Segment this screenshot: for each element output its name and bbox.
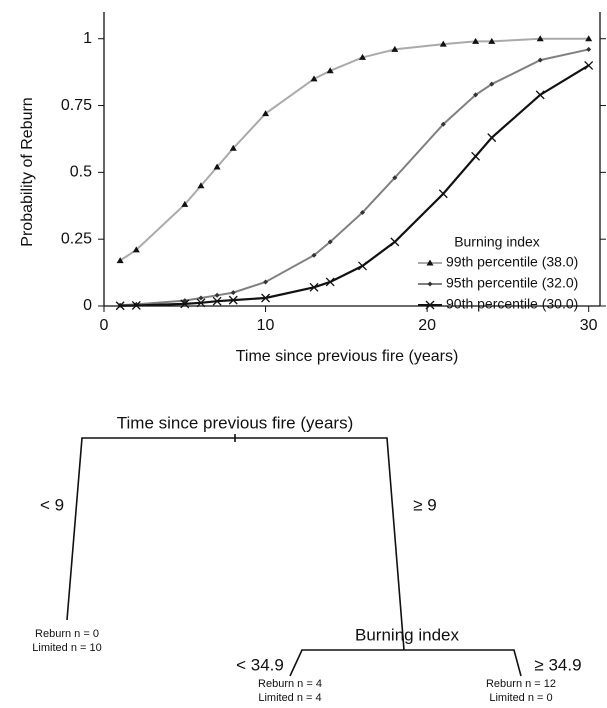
x-tick-label: 10: [257, 317, 275, 334]
x-tick-label: 30: [580, 317, 598, 334]
point: [132, 246, 140, 253]
point: [488, 37, 496, 44]
point: [310, 75, 318, 82]
tree-split-label: ≥ 34.9: [534, 655, 581, 674]
legend-label: 90th percentile (30.0): [446, 296, 578, 312]
point: [487, 133, 497, 143]
point: [212, 296, 222, 306]
point: [261, 293, 271, 303]
point: [228, 295, 238, 305]
leaf-text: Limited n = 4: [258, 692, 321, 704]
point: [229, 144, 237, 151]
tree: Time since previous fire (years) < 9 ≥ 9…: [32, 413, 581, 703]
point: [198, 295, 204, 301]
point: [584, 60, 594, 70]
y-axis-label: Probability of Reburn: [19, 97, 36, 246]
y-tick-label: 0.5: [70, 164, 92, 181]
point: [392, 175, 398, 181]
point: [439, 40, 447, 47]
point: [586, 46, 592, 52]
y-tick-label: 1: [83, 30, 92, 47]
point: [131, 301, 141, 310]
series-line: [119, 37, 589, 262]
leaf-text: Limited n = 0: [489, 692, 552, 704]
leaf-text: Reburn n = 12: [486, 678, 556, 690]
point: [489, 81, 495, 87]
point: [391, 45, 399, 52]
x-tick-label: 20: [418, 317, 436, 334]
tree-node-branches: [289, 649, 522, 677]
point: [325, 277, 335, 287]
series-line: [120, 64, 590, 307]
tree-split-label: < 9: [40, 495, 64, 514]
leaf-text: Reburn n = 4: [258, 678, 322, 690]
point: [197, 182, 205, 189]
point: [536, 35, 544, 42]
leaf-text: Limited n = 10: [32, 642, 101, 654]
x-axis-label: Time since previous fire (years): [236, 348, 459, 365]
tree-split-label: < 34.9: [236, 655, 284, 674]
point: [390, 237, 400, 247]
point: [326, 67, 334, 74]
point: [585, 35, 593, 42]
point: [263, 279, 269, 285]
tree-node-label: Burning index: [355, 625, 459, 644]
legend-marker: [427, 281, 433, 287]
leaf-text: Reburn n = 0: [35, 628, 99, 640]
point: [214, 292, 220, 298]
tree-root-label: Time since previous fire (years): [117, 413, 354, 432]
point: [230, 290, 236, 296]
point: [438, 189, 448, 199]
point: [473, 92, 479, 98]
point: [180, 299, 190, 309]
legend-title: Burning index: [454, 234, 540, 250]
point: [358, 261, 367, 271]
y-tick-label: 0.75: [61, 97, 92, 114]
point: [360, 209, 366, 215]
y-tick-label: 0: [83, 297, 92, 314]
x-tick-label: 0: [100, 317, 109, 334]
point: [440, 121, 446, 127]
point: [537, 57, 543, 63]
series-line: [120, 48, 589, 307]
legend-marker: [425, 300, 435, 310]
point: [327, 239, 333, 245]
point: [535, 90, 545, 100]
point: [472, 37, 480, 44]
point: [471, 151, 481, 161]
point: [262, 110, 270, 117]
point: [309, 282, 319, 292]
point: [213, 163, 221, 170]
point: [116, 257, 124, 264]
point: [311, 252, 317, 258]
point: [196, 298, 206, 308]
legend-marker: [426, 259, 434, 266]
legend-label: 95th percentile (32.0): [446, 275, 578, 291]
y-tick-label: 0.25: [61, 230, 92, 247]
point: [115, 301, 125, 311]
tree-split-label: ≥ 9: [413, 495, 437, 514]
tree-root-branches: [66, 434, 405, 651]
point: [359, 53, 367, 60]
point: [181, 200, 189, 207]
legend-label: 99th percentile (38.0): [446, 254, 578, 270]
